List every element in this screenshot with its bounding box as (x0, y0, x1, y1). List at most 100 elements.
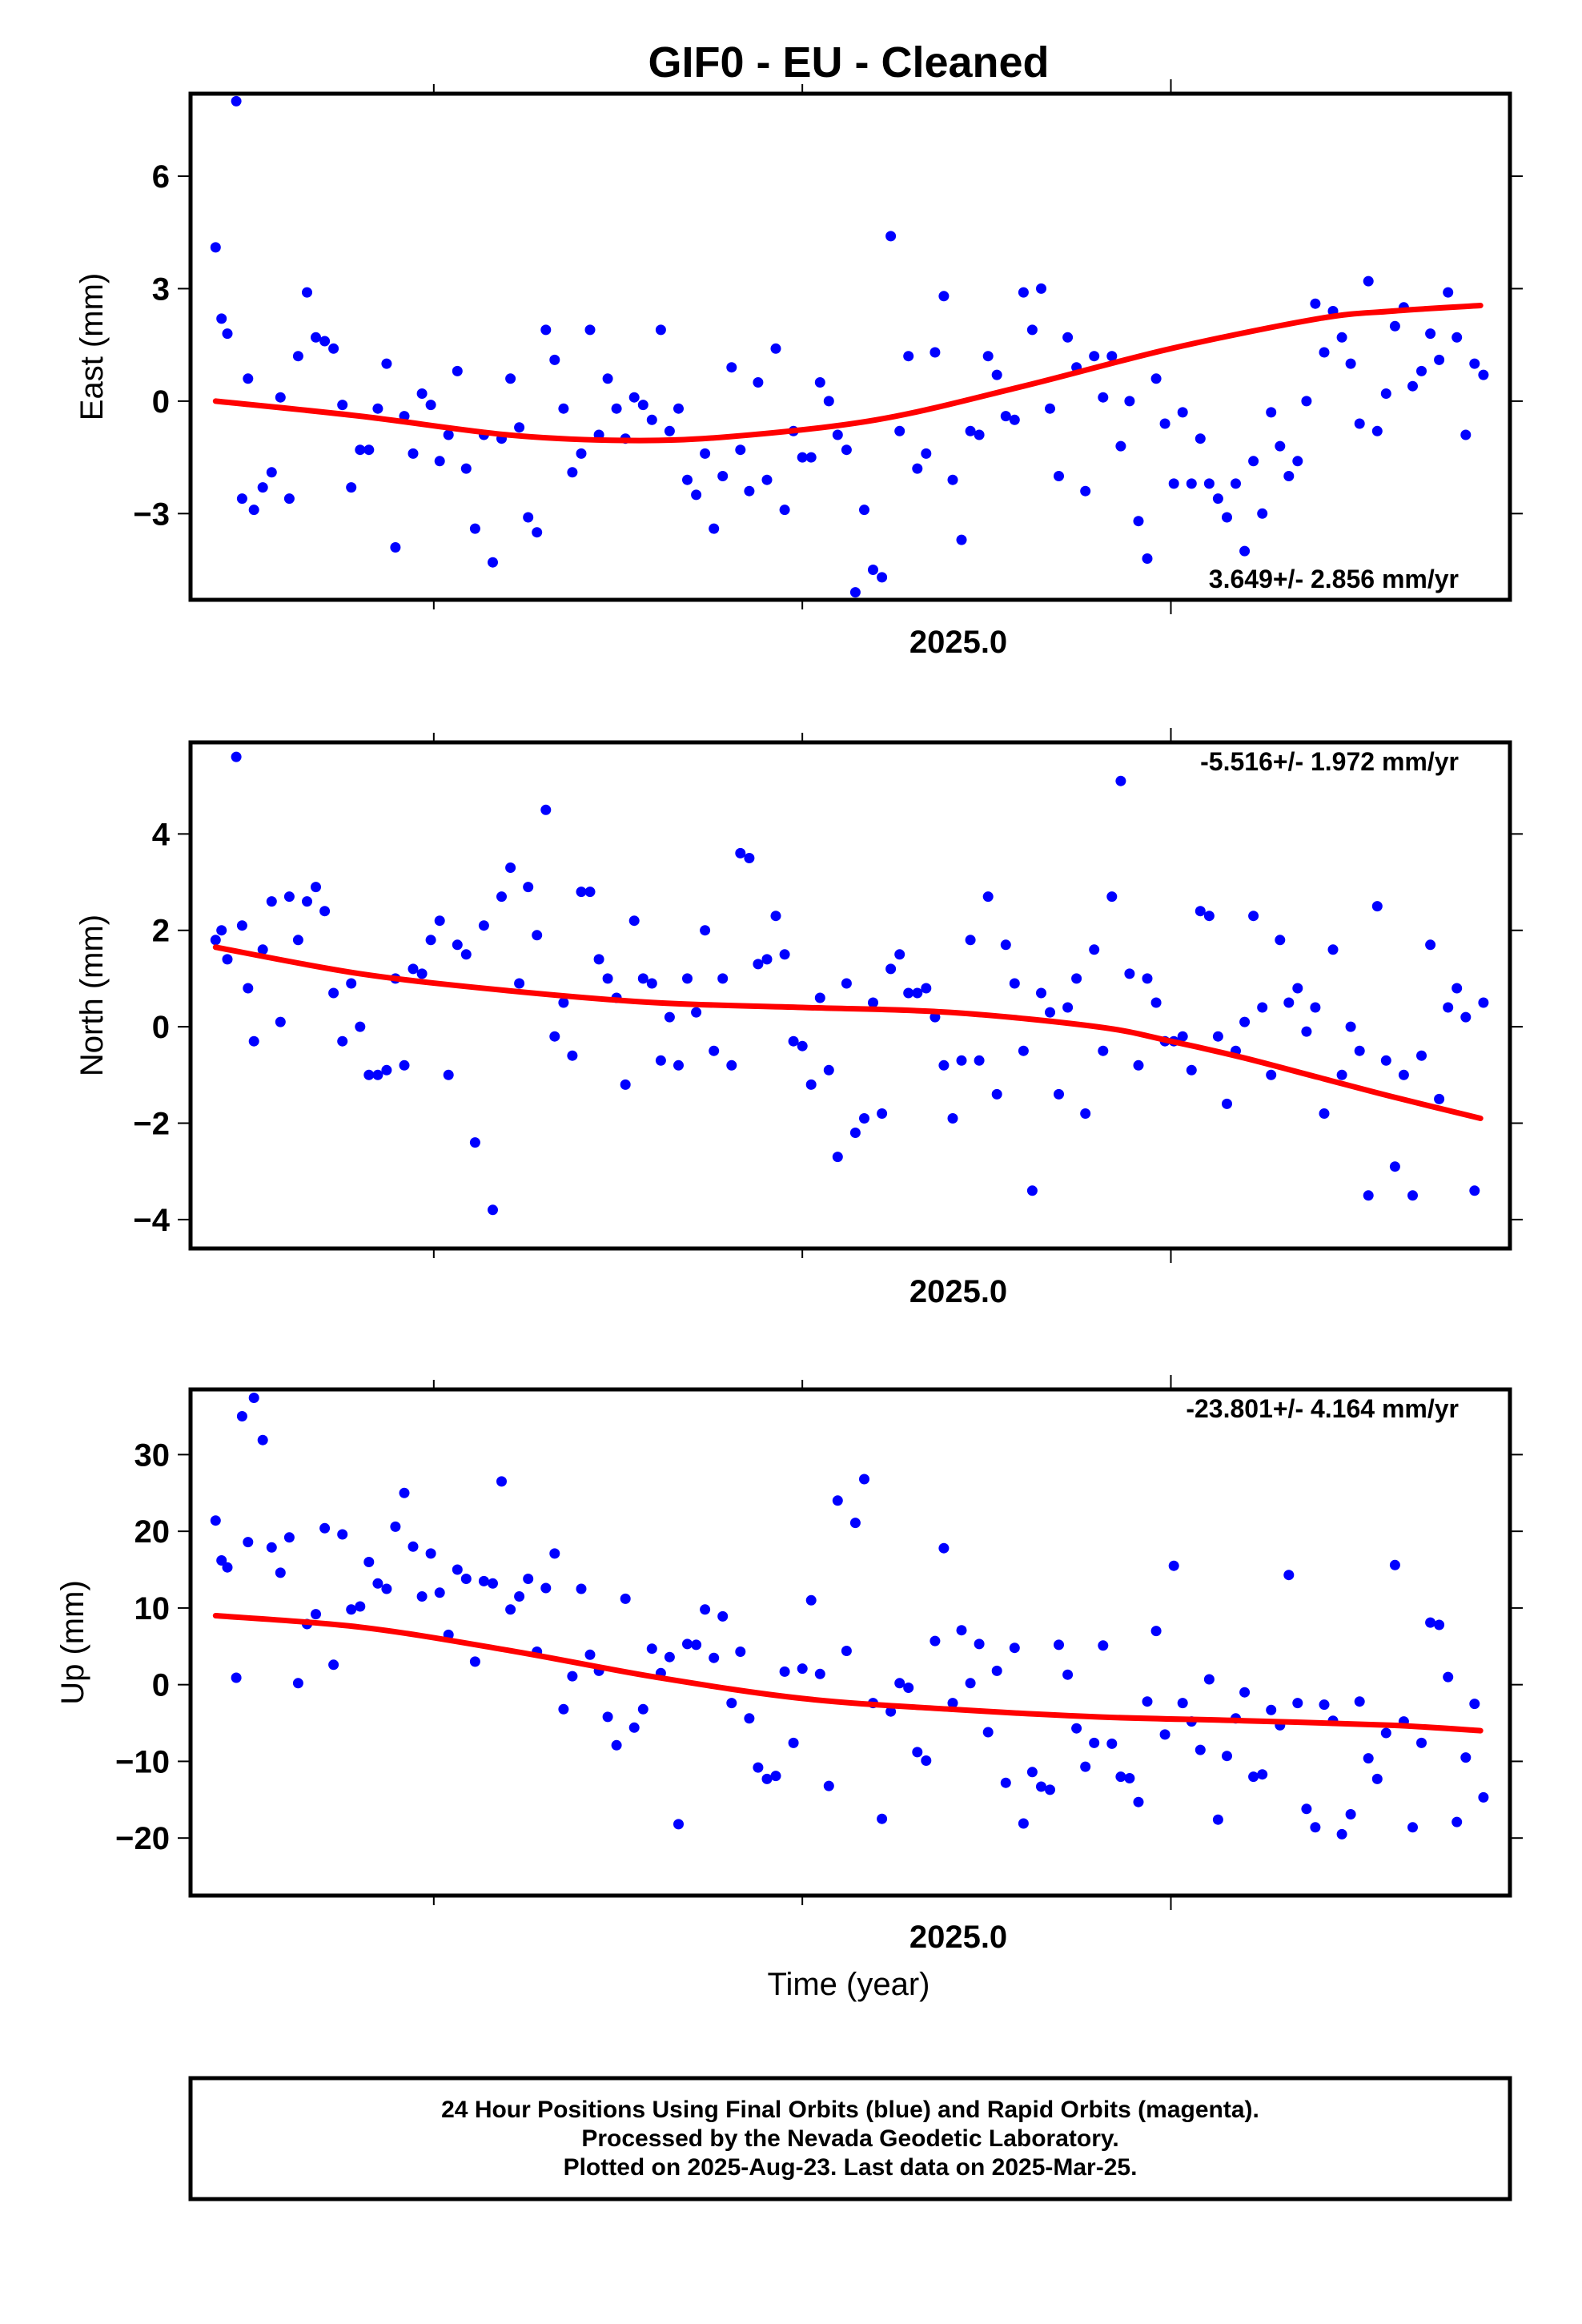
north-data-point (1106, 891, 1118, 903)
east-frame (188, 91, 1512, 602)
up-data-point (408, 1541, 419, 1552)
east-data-point (1062, 332, 1074, 343)
up-data-point (1168, 1560, 1179, 1571)
up-data-point (222, 1562, 233, 1573)
up-data-point (1310, 1822, 1321, 1833)
up-data-point (805, 1594, 817, 1606)
up-data-point (797, 1663, 808, 1675)
north-data-point (1089, 944, 1100, 955)
north-data-point (1407, 1190, 1418, 1201)
east-data-point (744, 485, 755, 497)
up-data-point (947, 1698, 958, 1709)
north-ytick-label: 0 (152, 1010, 170, 1045)
east-xtick-label: 2025.0 (909, 625, 1007, 660)
east-data-point (523, 512, 534, 523)
north-data-point (1275, 935, 1286, 946)
east-data-point (1133, 516, 1144, 527)
east-data-point (930, 347, 941, 358)
up-data-point (363, 1557, 375, 1567)
north-data-point (912, 987, 923, 999)
east-data-point (292, 351, 303, 362)
north-data-point (1186, 1064, 1197, 1076)
north-data-point (1045, 1007, 1055, 1018)
east-data-point (841, 444, 852, 456)
north-data-point (292, 935, 303, 946)
north-data-point (735, 847, 746, 858)
east-data-point (1336, 332, 1347, 343)
east-data-point (236, 493, 247, 505)
east-data-point (1380, 388, 1391, 399)
north-data-point (849, 1128, 861, 1138)
east-data-point (1150, 373, 1162, 384)
north-data-point (248, 1035, 259, 1047)
north-data-point (1098, 1045, 1109, 1056)
east-data-point (974, 429, 985, 440)
east-data-point (797, 452, 808, 463)
north-data-point (1371, 901, 1383, 912)
up-data-point (1080, 1761, 1091, 1772)
east-data-point (363, 444, 375, 456)
north-data-point (1036, 987, 1046, 999)
north-data-point (1150, 997, 1162, 1008)
up-data-point (399, 1487, 410, 1498)
east-data-point (1266, 407, 1277, 418)
east-data-point (868, 565, 878, 575)
north-data-point (814, 992, 825, 1003)
north-data-point (576, 887, 587, 898)
north-data-point (567, 1050, 578, 1061)
east-data-point (302, 287, 312, 298)
east-data-point (460, 463, 472, 474)
up-data-point (628, 1722, 640, 1733)
up-data-point (664, 1651, 675, 1663)
north-data-point (1062, 1002, 1074, 1013)
north-data-point (894, 949, 905, 960)
north-data-point (514, 978, 525, 989)
east-data-point (921, 448, 932, 459)
north-data-point (823, 1064, 834, 1076)
up-data-point (726, 1698, 737, 1709)
east-data-point (1026, 324, 1038, 336)
up-data-point (602, 1711, 613, 1723)
north-data-point (399, 1059, 410, 1071)
up-data-point (974, 1638, 985, 1650)
up-data-point (849, 1518, 861, 1529)
north-ytick-label: 2 (152, 914, 170, 949)
north-data-point (452, 939, 463, 951)
east-data-point (1159, 418, 1170, 429)
north-ytick-label: 4 (152, 817, 171, 852)
up-data-point (709, 1652, 720, 1663)
east-data-point (443, 429, 454, 440)
east-data-point (735, 444, 746, 456)
east-data-point (912, 463, 923, 474)
north-data-point (505, 862, 516, 873)
up-data-layer (210, 1393, 1489, 1839)
up-data-point (823, 1780, 834, 1791)
east-data-point (216, 313, 227, 324)
east-data-point (885, 231, 897, 242)
up-data-point (540, 1582, 552, 1594)
east-data-point (248, 505, 259, 516)
up-data-point (478, 1575, 489, 1586)
up-data-point (1098, 1640, 1109, 1651)
east-data-point (700, 448, 711, 459)
up-data-point (1106, 1738, 1118, 1749)
east-data-layer (210, 95, 1489, 598)
east-data-point (1283, 471, 1295, 481)
north-data-point (558, 997, 569, 1008)
up-data-point (1018, 1818, 1029, 1829)
up-plot-area (210, 1393, 1489, 1839)
up-data-point (1283, 1570, 1295, 1581)
north-data-point (1071, 973, 1082, 984)
east-data-point (1080, 485, 1091, 497)
east-ytick-label: −3 (133, 497, 170, 532)
up-data-point (434, 1587, 445, 1598)
east-data-point (243, 373, 254, 384)
north-data-point (434, 915, 445, 927)
up-data-point (275, 1567, 286, 1578)
up-data-point (1425, 1617, 1436, 1628)
up-data-point (1292, 1698, 1303, 1709)
up-data-point (248, 1393, 259, 1403)
up-data-point (346, 1604, 357, 1615)
east-data-point (761, 474, 773, 485)
east-data-point (832, 429, 843, 440)
